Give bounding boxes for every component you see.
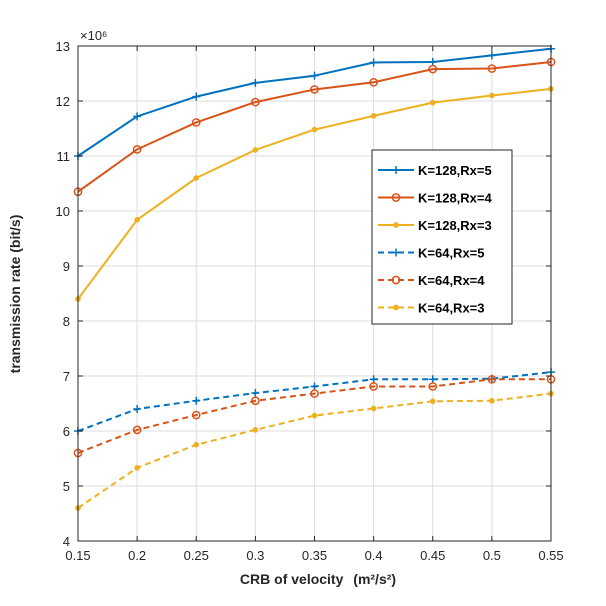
data-point	[429, 99, 436, 106]
x-tick-label: 0.4	[365, 548, 383, 563]
data-point	[369, 382, 378, 391]
legend-marker	[393, 304, 399, 311]
x-tick-label: 0.35	[302, 548, 327, 563]
data-point	[369, 375, 378, 384]
legend-item: K=64,Rx=3	[378, 301, 485, 316]
legend-marker	[392, 166, 400, 174]
data-point	[311, 412, 318, 419]
data-point	[252, 147, 259, 153]
data-point	[134, 465, 140, 471]
x-axis-label-unit: (m²/s²)	[353, 571, 396, 587]
y-tick-label: 7	[63, 369, 70, 384]
legend-item: K=64,Rx=4	[378, 273, 485, 288]
y-tick-label: 4	[63, 534, 70, 549]
data-point	[132, 145, 142, 154]
x-tick-label: 0.55	[538, 548, 563, 563]
x-tick-label: 0.45	[420, 548, 445, 563]
data-point	[134, 216, 140, 223]
data-point	[487, 374, 497, 384]
data-point	[428, 375, 437, 384]
data-point	[252, 427, 259, 433]
data-point	[193, 441, 200, 448]
data-point	[310, 71, 319, 80]
legend-marker	[393, 222, 399, 228]
data-point	[251, 97, 260, 107]
y-exponent-label: ×10⁶	[80, 28, 107, 43]
legend-items: K=128,Rx=5 K=128,Rx=4 K=128,Rx=3 K=64,Rx=5 K…	[378, 163, 492, 316]
data-point	[489, 397, 495, 404]
series-line	[77, 392, 552, 509]
data-point	[487, 64, 497, 73]
series-layer	[73, 44, 556, 511]
y-tick-label: 6	[63, 424, 70, 439]
legend-marker	[391, 193, 401, 202]
x-tick-label: 0.5	[483, 548, 501, 563]
legend-label: K=64,Rx=5	[418, 246, 485, 261]
x-axis-label: CRB of velocity (m²/s²)	[240, 571, 396, 587]
x-axis-label-text: CRB of velocity	[240, 571, 344, 587]
data-point	[251, 396, 260, 406]
data-point	[192, 92, 201, 101]
data-point	[369, 77, 378, 87]
y-tick-label: 9	[63, 259, 70, 274]
data-point	[311, 126, 318, 133]
data-point	[133, 112, 142, 121]
data-point	[251, 389, 260, 398]
legend: K=128,Rx=5 K=128,Rx=4 K=128,Rx=3 K=64,Rx=5 K…	[371, 149, 513, 325]
data-point	[369, 58, 378, 67]
series-3	[75, 86, 554, 302]
legend-label: K=64,Rx=3	[418, 301, 485, 316]
x-tick-label: 0.25	[184, 548, 209, 563]
data-point	[133, 405, 142, 413]
data-point	[191, 410, 201, 420]
series-5	[73, 374, 556, 458]
data-point	[487, 51, 496, 60]
ticks	[77, 45, 552, 542]
series-line	[77, 378, 551, 454]
legend-label: K=64,Rx=4	[418, 273, 485, 288]
data-point	[489, 92, 495, 99]
y-tick-label: 8	[63, 314, 70, 329]
legend-item: K=128,Rx=4	[378, 191, 492, 206]
x-tick-label: 0.15	[65, 548, 90, 563]
legend-item: K=128,Rx=3	[378, 218, 492, 233]
y-tick-label: 10	[56, 204, 70, 219]
data-point	[428, 382, 438, 391]
data-point	[192, 396, 201, 405]
legend-label: K=128,Rx=3	[418, 218, 492, 233]
legend-marker	[392, 248, 400, 257]
series-1	[74, 44, 555, 160]
data-point	[428, 57, 437, 66]
x-tick-labels: 0.15 0.2 0.25 0.3 0.35 0.4 0.45 0.5 0.55	[65, 548, 563, 563]
data-point	[310, 382, 319, 391]
data-point	[370, 405, 377, 412]
y-tick-label: 5	[63, 479, 70, 494]
data-point	[191, 118, 201, 127]
legend-item: K=128,Rx=5	[378, 163, 492, 178]
legend-marker	[391, 275, 401, 285]
y-tick-labels: 4 5 6 7 8 9 10 11 12 13	[56, 39, 70, 549]
data-point	[429, 398, 436, 405]
data-point	[310, 85, 319, 94]
x-tick-label: 0.3	[246, 548, 264, 563]
y-axis-label: transmission rate (bit/s)	[7, 215, 23, 374]
data-point	[251, 78, 260, 87]
y-tick-label: 11	[57, 149, 71, 164]
y-tick-label: 12	[56, 94, 70, 109]
legend-label: K=128,Rx=4	[418, 191, 492, 206]
series-line	[77, 60, 552, 193]
legend-box	[371, 149, 513, 325]
x-tick-label: 0.2	[128, 548, 146, 563]
data-point	[310, 389, 319, 398]
data-point	[428, 64, 438, 74]
data-point	[132, 425, 142, 435]
data-point	[193, 175, 200, 181]
series-6	[75, 390, 554, 511]
legend-item: K=64,Rx=5	[378, 246, 485, 261]
data-point	[370, 113, 377, 119]
legend-label: K=128,Rx=5	[418, 163, 492, 178]
y-tick-label: 13	[56, 39, 70, 54]
